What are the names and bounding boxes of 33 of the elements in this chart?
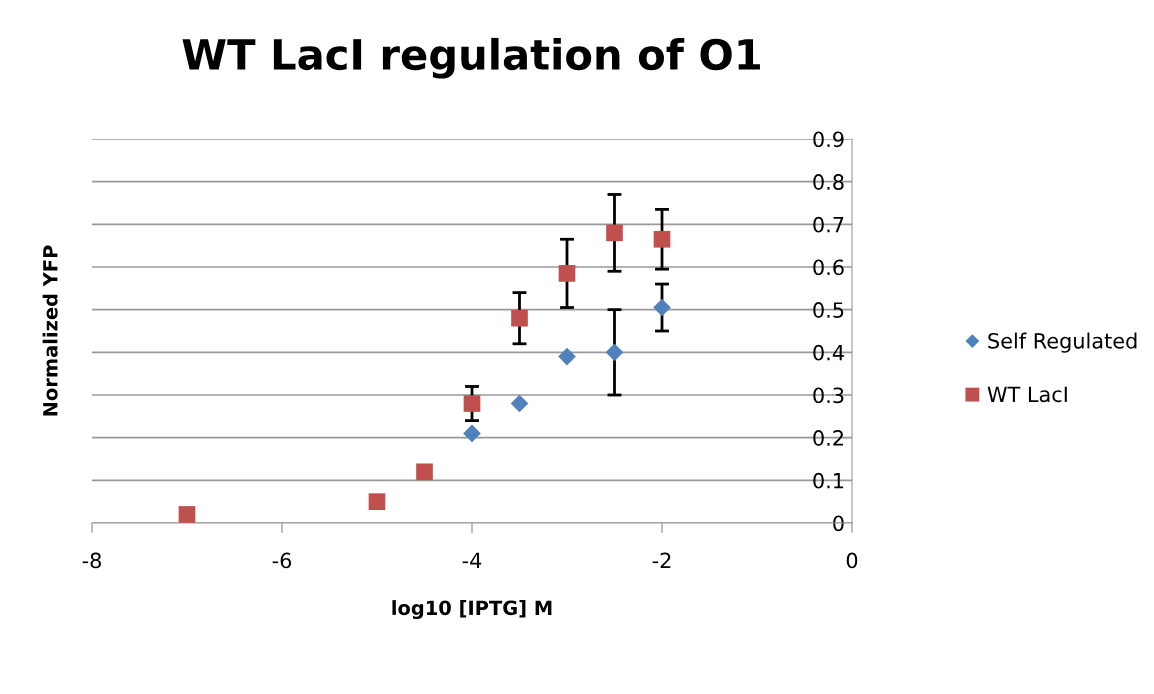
point (463, 424, 481, 443)
y-tick-label: 0.3 (813, 387, 844, 404)
point (511, 309, 528, 327)
y-tick-label: 0.4 (813, 344, 844, 361)
point (368, 493, 386, 510)
point (558, 347, 576, 366)
y-axis-title: Normalized YFP (42, 245, 58, 416)
point (178, 506, 196, 523)
x-tick-label: -8 (82, 552, 101, 569)
point (558, 265, 576, 282)
y-tick-label: 0.1 (813, 472, 844, 489)
x-tick-label: -2 (652, 552, 671, 568)
y-tick-label: 0.2 (813, 430, 843, 446)
point (416, 463, 433, 481)
y-tick-label: 0.5 (813, 302, 844, 318)
point (653, 298, 671, 317)
x-tick-label: -4 (462, 552, 482, 568)
legend-label: WT LacI (987, 386, 1067, 403)
chart-title: WT LacI regulation of O1 (182, 37, 760, 79)
y-tick-label: 0 (833, 515, 844, 532)
x-tick-label: 0 (846, 552, 858, 569)
x-axis-title: log10 [IPTG] M (392, 600, 552, 620)
x-tick-label: -6 (272, 552, 292, 569)
y-tick-label: 0.7 (813, 216, 844, 233)
point (605, 343, 624, 362)
y-tick-label: 0.6 (813, 259, 844, 276)
point (510, 394, 529, 413)
y-tick-label: 0.9 (813, 131, 844, 148)
point (606, 224, 623, 242)
y-tick-label: 0.8 (813, 174, 844, 190)
legend-label: Self Regulated (988, 332, 1137, 353)
point (463, 395, 481, 412)
point (653, 230, 671, 248)
